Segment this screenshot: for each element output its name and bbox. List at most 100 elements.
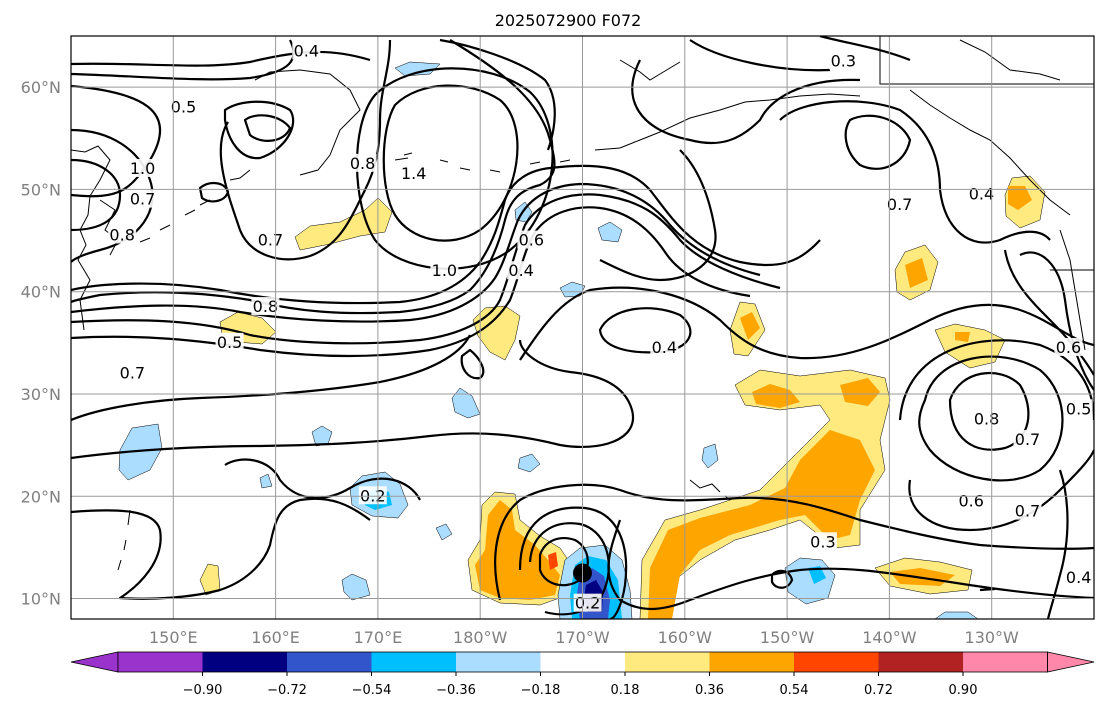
coastline: [71, 36, 1094, 571]
contour-label: 0.5: [171, 98, 196, 117]
lat-tick-label: 30°N: [21, 385, 61, 404]
contour-label-bg: [507, 261, 536, 280]
contour-label-bg: [972, 409, 1001, 428]
contour-label: 0.7: [258, 231, 283, 250]
contour-label: 0.3: [810, 532, 835, 551]
colorbar-segment: [287, 652, 372, 672]
contour-label: 0.8: [253, 297, 278, 316]
colorbar-tick-label: 0.90: [949, 683, 978, 698]
contour-label: 0.5: [1066, 399, 1091, 418]
contour-label-bg: [1064, 568, 1093, 587]
colorbar-segment: [625, 652, 710, 672]
lon-tick-label: 160°E: [251, 628, 300, 647]
contour-label: 0.4: [508, 261, 533, 280]
contour-label: 0.8: [974, 410, 999, 429]
colorbar-frame: [117, 651, 1048, 673]
contour-label-bg: [169, 97, 198, 116]
colorbar-segment: [709, 652, 795, 672]
contour-label-bg: [128, 158, 157, 177]
colorbar-tick-label: −0.18: [521, 683, 561, 698]
lon-tick-label: 180°W: [453, 628, 508, 647]
contour-label-bg: [808, 532, 837, 551]
contour-label-bg: [251, 297, 280, 316]
contour-label: 0.7: [1015, 502, 1040, 521]
contour-label-bg: [215, 332, 244, 351]
contour-label: 0.7: [120, 364, 145, 383]
contour-label-bg: [108, 225, 137, 244]
lon-tick-label: 140°W: [862, 628, 917, 647]
contour-label-bg: [1054, 337, 1083, 356]
colorbar-tick-label: −0.54: [352, 683, 392, 698]
contour-label-bg: [348, 153, 377, 172]
contour-label: 0.4: [969, 185, 994, 204]
colorbar-segment: [118, 652, 203, 672]
colorbar-segment: [878, 652, 964, 672]
contour-label: 1.0: [432, 261, 457, 280]
contour-label: 0.4: [294, 41, 319, 60]
contour-label-bg: [399, 164, 428, 183]
colorbar-tick-label: −0.36: [436, 683, 476, 698]
colorbar-tick-label: 0.54: [780, 683, 809, 698]
contour-label: 0.7: [1015, 430, 1040, 449]
colorbar-segment: [540, 652, 626, 672]
graticule: [71, 36, 1094, 619]
contour-label-bg: [292, 41, 321, 60]
colorbar-tick-label: 0.18: [611, 683, 640, 698]
colorbar-segment: [202, 652, 288, 672]
contour-lines: [71, 36, 1094, 619]
contour-label-bg: [1013, 501, 1042, 520]
contour-labels: 0.4 0.5 1.0 0.7 0.8 0.8 1.4 0.7 1.0 0.6 0.4 0.8 0.5 0…: [108, 41, 1093, 613]
colorbar-tick-label: −0.90: [183, 683, 223, 698]
lat-tick-label: 20°N: [21, 487, 61, 506]
colorbar-segment: [371, 652, 457, 672]
colorbar-tick-label: 0.72: [864, 683, 893, 698]
colorbar: −0.90 −0.72 −0.54 −0.36 −0.18 0.18 0.36 0.54 0.7…: [70, 651, 1095, 698]
lon-tick-label: 170°W: [555, 628, 610, 647]
colorbar-tick-label: −0.72: [267, 683, 307, 698]
contour-label-bg: [517, 230, 546, 249]
contour-label: 0.4: [652, 338, 677, 357]
lat-tick-label: 10°N: [21, 590, 61, 609]
lat-tick-label: 50°N: [21, 180, 61, 199]
contour-label: 0.5: [217, 333, 242, 352]
contour-label-bg: [885, 194, 914, 213]
lat-tick-label: 60°N: [21, 78, 61, 97]
lon-tick-label: 130°W: [965, 628, 1020, 647]
axis-ticks: 150°E 160°E 170°E 180°W 170°W 160°W 150°W 140°W…: [21, 78, 1019, 647]
contour-label: 0.3: [831, 52, 856, 71]
contour-label: 0.7: [130, 190, 155, 209]
lon-tick-label: 170°E: [354, 628, 403, 647]
contour-label: 1.4: [401, 164, 426, 183]
contour-label-bg: [1064, 399, 1093, 418]
contour-label: 0.8: [109, 225, 134, 244]
colorbar-extend-high: [1047, 651, 1095, 673]
lat-tick-label: 40°N: [21, 283, 61, 302]
colorbar-segment: [963, 652, 1048, 672]
lon-tick-label: 150°E: [149, 628, 198, 647]
contour-label: 0.7: [887, 195, 912, 214]
contour-label: 0.2: [575, 594, 600, 613]
map-title: 2025072900 F072: [495, 11, 642, 30]
contour-label: 0.6: [959, 491, 984, 510]
lon-tick-label: 160°W: [658, 628, 713, 647]
map-frame: [70, 35, 1095, 620]
colorbar-tick-label: 0.36: [695, 683, 724, 698]
contour-label-bg: [430, 261, 459, 280]
colorbar-segment: [456, 652, 541, 672]
shaded-field: [118, 61, 1046, 619]
contour-label-bg: [256, 230, 285, 249]
contour-label-bg: [358, 486, 387, 505]
colorbar-extend-low: [70, 651, 119, 673]
contour-label-bg: [118, 363, 147, 382]
contour-label: 1.0: [130, 159, 155, 178]
lon-tick-label: 150°W: [760, 628, 815, 647]
contour-label-bg: [1013, 430, 1042, 449]
contour-label-bg: [650, 337, 679, 356]
contour-label-bg: [829, 51, 858, 70]
contour-label: 0.8: [350, 154, 375, 173]
contour-label: 0.6: [519, 231, 544, 250]
contour-label: 0.4: [1066, 568, 1091, 587]
contour-label-bg: [128, 189, 157, 208]
contour-label: 0.6: [1056, 338, 1081, 357]
colorbar-segment: [794, 652, 879, 672]
